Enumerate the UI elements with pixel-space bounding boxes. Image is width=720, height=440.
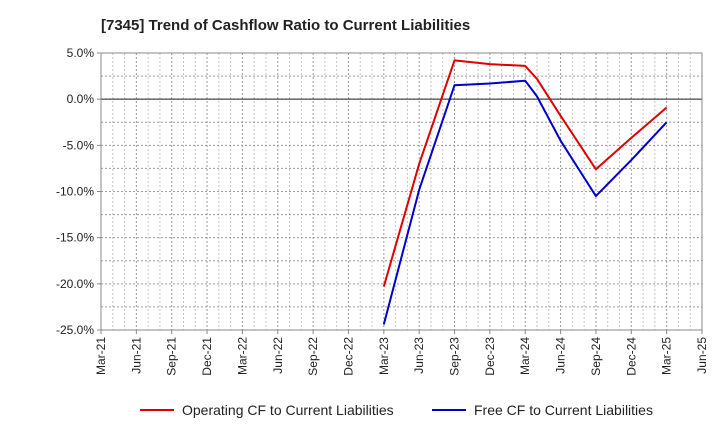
x-tick-label: Sep-22 (306, 337, 320, 376)
x-tick-label: Jun-22 (271, 337, 285, 374)
x-tick-label: Dec-23 (483, 337, 497, 376)
x-tick-label: Dec-21 (200, 337, 214, 376)
x-tick-label: Mar-25 (660, 337, 674, 375)
legend: Operating CF to Current Liabilities Free … (140, 402, 653, 418)
x-tick-label: Jun-21 (129, 337, 143, 374)
y-tick-label: 0.0% (67, 92, 95, 106)
y-tick-label: -10.0% (56, 185, 94, 199)
y-tick-label: -5.0% (63, 138, 95, 152)
x-tick-label: Dec-24 (624, 337, 638, 376)
chart-title: [7345] Trend of Cashflow Ratio to Curren… (101, 17, 470, 34)
plot-frame (100, 52, 703, 331)
x-tick-label: Mar-22 (235, 337, 249, 375)
legend-label: Free CF to Current Liabilities (474, 402, 653, 418)
y-tick-label: -15.0% (56, 231, 94, 245)
x-tick-label: Sep-23 (448, 337, 462, 376)
series-layer (382, 59, 668, 325)
x-tick-label: Sep-21 (165, 337, 179, 376)
legend-label: Operating CF to Current Liabilities (182, 402, 394, 418)
x-tick-label: Mar-21 (94, 337, 108, 375)
series-line-operating-cf (382, 59, 668, 287)
x-tick-label: Mar-24 (518, 337, 532, 375)
y-axis: 5.0% 0.0% -5.0% -10.0% -15.0% -20.0% -25.0% (56, 46, 101, 337)
x-tick-label: Jun-24 (554, 337, 568, 374)
y-tick-label: -25.0% (56, 323, 94, 337)
x-axis: Mar-21 Jun-21 Sep-21 Dec-21 Mar-22 Jun-22 Sep-… (94, 330, 709, 376)
series-line-free-cf (382, 79, 668, 325)
x-tick-label: Jun-23 (412, 337, 426, 374)
grid-lines (100, 52, 703, 331)
x-tick-label: Dec-22 (341, 337, 355, 376)
x-tick-label: Jun-25 (695, 337, 709, 374)
x-tick-label: Mar-23 (377, 337, 391, 375)
y-tick-label: -20.0% (56, 277, 94, 291)
y-tick-label: 5.0% (67, 46, 95, 60)
x-tick-label: Sep-24 (589, 337, 603, 376)
